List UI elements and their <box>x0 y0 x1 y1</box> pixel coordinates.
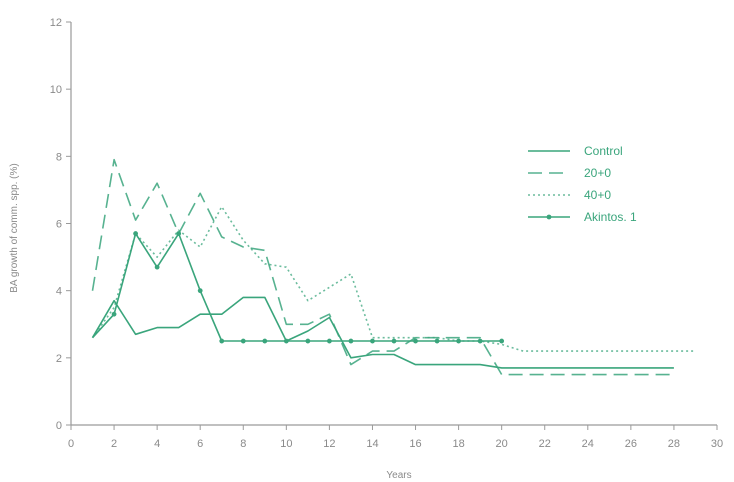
y-tick-label: 6 <box>56 219 62 231</box>
x-tick-label: 22 <box>539 438 551 450</box>
y-axis-ticks: 0 2 4 6 8 10 12 <box>50 17 71 432</box>
legend: Control 20+0 40+0 Akintos. 1 <box>528 144 637 224</box>
series-point <box>262 338 268 344</box>
x-tick-label: 18 <box>452 438 464 450</box>
x-tick-label: 14 <box>366 438 378 450</box>
series-point <box>499 338 505 344</box>
x-tick-label: 16 <box>409 438 421 450</box>
series-point <box>413 338 418 344</box>
x-tick-label: 28 <box>668 438 680 450</box>
series-line-2 <box>91 205 696 352</box>
series-point <box>240 338 246 344</box>
series-lines <box>91 158 696 376</box>
y-tick-label: 8 <box>56 151 62 163</box>
series-point <box>305 338 311 344</box>
series-point <box>197 288 203 294</box>
y-tick-label: 2 <box>56 353 62 365</box>
x-tick-label: 0 <box>68 438 74 450</box>
legend-label: Akintos. 1 <box>584 210 637 224</box>
series-point <box>456 338 461 344</box>
series-point <box>133 231 139 236</box>
series-point <box>434 338 440 344</box>
y-tick-label: 0 <box>56 420 62 432</box>
y-tick-label: 10 <box>50 84 62 96</box>
x-tick-label: 6 <box>197 438 203 450</box>
series-point <box>348 338 354 344</box>
series-line-1 <box>91 158 674 376</box>
x-tick-label: 26 <box>625 438 637 450</box>
legend-label: 20+0 <box>584 166 611 180</box>
series-point <box>111 311 117 317</box>
series-point <box>283 338 289 344</box>
y-tick-label: 4 <box>56 286 62 298</box>
x-tick-label: 2 <box>111 438 117 450</box>
series-point <box>391 338 397 344</box>
x-axis-ticks: 0 2 4 6 8 10 12 14 16 18 20 22 24 26 28 30 <box>68 425 723 450</box>
legend-label: 40+0 <box>584 188 611 202</box>
series-point <box>154 264 160 270</box>
series-line-3 <box>91 232 502 342</box>
series-line-0 <box>91 296 674 369</box>
series-point <box>176 231 182 236</box>
legend-marker <box>546 214 552 220</box>
x-axis-label: Years <box>386 470 411 481</box>
x-tick-label: 24 <box>582 438 594 450</box>
x-tick-label: 4 <box>154 438 160 450</box>
x-tick-label: 20 <box>496 438 508 450</box>
x-tick-label: 8 <box>240 438 246 450</box>
series-point <box>370 338 375 344</box>
series-point <box>477 338 483 344</box>
y-tick-label: 12 <box>50 17 62 29</box>
series-point <box>219 338 225 344</box>
x-tick-label: 30 <box>711 438 723 450</box>
y-axis-label: BA growth of comm. spp. (%) <box>9 163 20 293</box>
series-point <box>327 338 332 344</box>
x-tick-label: 12 <box>323 438 335 450</box>
legend-label: Control <box>584 144 623 158</box>
x-tick-label: 10 <box>280 438 292 450</box>
